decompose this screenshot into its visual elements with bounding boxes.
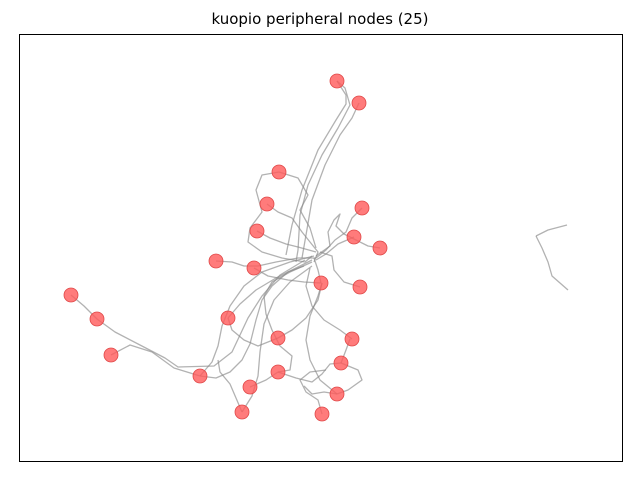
edge-layer bbox=[70, 80, 569, 415]
peripheral-node bbox=[249, 223, 265, 239]
edge-path bbox=[319, 251, 361, 288]
peripheral-node bbox=[89, 311, 105, 327]
edge-path bbox=[305, 282, 338, 395]
edge-path bbox=[535, 224, 568, 237]
peripheral-node bbox=[270, 330, 286, 346]
edge-path bbox=[266, 203, 319, 263]
peripheral-node bbox=[354, 200, 370, 216]
peripheral-node bbox=[314, 406, 330, 422]
peripheral-node bbox=[220, 310, 236, 326]
peripheral-node bbox=[103, 347, 119, 363]
edge-path bbox=[199, 265, 305, 379]
chart-title: kuopio peripheral nodes (25) bbox=[211, 10, 429, 28]
edge-path bbox=[278, 171, 317, 249]
edge-path bbox=[315, 236, 355, 261]
edge-path bbox=[301, 102, 360, 259]
edge-path bbox=[110, 344, 201, 377]
edge-path bbox=[295, 80, 351, 263]
peripheral-node bbox=[344, 331, 360, 347]
peripheral-node bbox=[329, 386, 345, 402]
edge-path bbox=[336, 362, 363, 395]
edge-path bbox=[535, 235, 569, 291]
edge-path bbox=[277, 282, 323, 339]
peripheral-node bbox=[242, 379, 258, 395]
edge-path bbox=[305, 267, 353, 340]
peripheral-node bbox=[313, 275, 329, 291]
peripheral-node bbox=[352, 279, 368, 295]
peripheral-node bbox=[246, 260, 262, 276]
node-layer bbox=[63, 73, 388, 422]
edge-path bbox=[217, 359, 243, 413]
peripheral-node bbox=[329, 73, 345, 89]
edge-path bbox=[299, 369, 327, 415]
edge-path bbox=[247, 171, 313, 263]
edge-path bbox=[277, 362, 342, 383]
edge-path bbox=[256, 230, 317, 253]
peripheral-node bbox=[346, 229, 362, 245]
peripheral-node bbox=[259, 196, 275, 212]
edge-path bbox=[253, 267, 322, 284]
peripheral-node bbox=[271, 164, 287, 180]
edge-path bbox=[285, 80, 347, 256]
peripheral-node bbox=[333, 355, 349, 371]
edge-path bbox=[227, 317, 279, 347]
plot-frame bbox=[19, 34, 623, 462]
peripheral-node bbox=[63, 287, 79, 303]
peripheral-node bbox=[208, 253, 224, 269]
edge-path bbox=[315, 213, 381, 257]
peripheral-node bbox=[372, 240, 388, 256]
peripheral-node bbox=[234, 404, 250, 420]
edge-path bbox=[263, 261, 313, 373]
peripheral-node bbox=[351, 95, 367, 111]
edge-path bbox=[315, 207, 363, 259]
edge-path bbox=[199, 255, 315, 377]
edge-path bbox=[227, 259, 313, 319]
peripheral-node bbox=[192, 368, 208, 384]
peripheral-node bbox=[270, 364, 286, 380]
